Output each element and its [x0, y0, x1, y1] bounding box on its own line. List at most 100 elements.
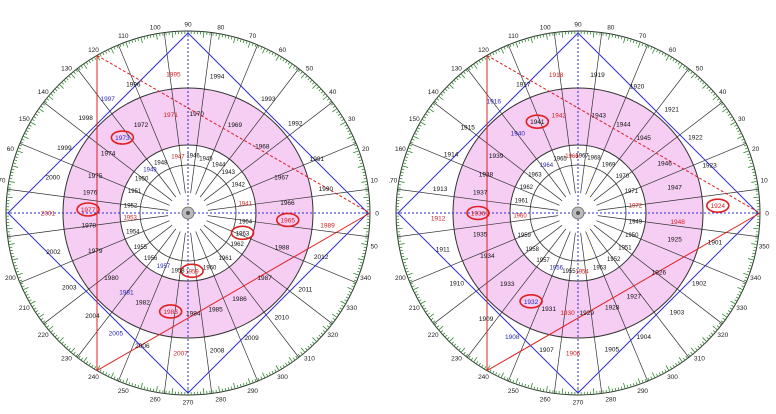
year-label: 1946: [657, 161, 672, 168]
degree-tick: [222, 34, 223, 37]
degree-tick: [754, 178, 757, 179]
degree-tick: [397, 228, 403, 229]
year-label: 1956: [144, 256, 158, 262]
year-label: 1910: [450, 281, 465, 288]
degree-tick: [222, 389, 223, 392]
degree-tick: [753, 197, 759, 198]
year-label: 1972: [134, 122, 149, 129]
year-label: 1984: [186, 310, 201, 317]
year-label: 1931: [542, 306, 557, 313]
degree-label: 200: [395, 275, 406, 282]
year-label: 1935: [473, 231, 488, 238]
year-label: 1924: [711, 203, 726, 210]
degree-label: 240: [88, 374, 99, 381]
square-of-nine-chart-2: 9010011012013014015016017020021022023024…: [386, 22, 769, 407]
degree-label: 200: [5, 275, 16, 282]
year-label: 1980: [104, 275, 119, 282]
year-label: 1907: [539, 347, 554, 354]
year-label: 1969: [228, 122, 243, 129]
chart-body: 9010011012013014015016017020021022023024…: [386, 22, 769, 407]
year-label: 1943: [222, 170, 236, 176]
year-label: 1941: [238, 201, 252, 207]
year-label: 1939: [489, 153, 504, 160]
year-label: 2012: [314, 254, 329, 261]
year-label: 1903: [670, 309, 685, 316]
degree-tick: [9, 178, 12, 179]
degree-label: 110: [508, 33, 519, 40]
degree-label: 280: [215, 397, 226, 404]
year-label: 1995: [166, 71, 181, 78]
year-label: 1913: [433, 186, 448, 193]
year-label: 1960: [203, 265, 217, 271]
year-label: 1949: [143, 168, 157, 174]
year-label: 1944: [212, 162, 226, 168]
year-label: 1911: [436, 247, 450, 254]
degree-label: 270: [183, 400, 194, 407]
year-label: 1987: [257, 275, 272, 282]
year-label: 1956: [550, 265, 564, 271]
degree-label: 30: [348, 116, 356, 123]
degree-label: 120: [478, 47, 489, 54]
degree-label: 50: [696, 66, 704, 73]
year-label: 1914: [444, 151, 459, 158]
year-label: 2006: [135, 343, 150, 350]
year-label: 1936: [471, 211, 486, 218]
degree-tick: [364, 247, 367, 248]
year-label: 1915: [460, 124, 475, 131]
degree-label: 20: [362, 146, 370, 153]
degree-tick: [9, 247, 12, 248]
degree-label: 320: [327, 332, 338, 339]
degree-label: 0: [375, 211, 379, 218]
year-label: 1990: [319, 186, 334, 193]
year-label: 1908: [505, 334, 520, 341]
year-label: 1964: [239, 220, 253, 226]
year-label: 1961: [219, 256, 233, 262]
year-label: 1973: [115, 135, 130, 142]
degree-label: 130: [61, 66, 72, 73]
year-label: 1998: [78, 115, 93, 122]
degree-label: 0: [765, 211, 769, 218]
year-label: 1917: [516, 82, 531, 89]
year-label: 1991: [310, 156, 325, 163]
year-label: 1953: [593, 265, 607, 271]
year-label: 1976: [83, 190, 98, 197]
year-label: 1983: [163, 309, 178, 316]
degree-tick: [153, 389, 154, 392]
chart-body: 9010011012013014015060702002102202302402…: [0, 22, 379, 407]
degree-label: 150: [19, 116, 30, 123]
degree-tick: [753, 228, 759, 229]
year-label: 1954: [575, 269, 589, 275]
degree-label: 60: [7, 146, 15, 153]
year-label: 1999: [57, 145, 72, 152]
year-label: 1937: [473, 190, 488, 197]
degree-label: 170: [386, 178, 397, 185]
year-label: 1934: [480, 253, 495, 260]
year-label: 1927: [627, 293, 642, 300]
year-label: 1967: [274, 175, 289, 182]
year-label: 1969: [602, 162, 616, 168]
year-label: 1943: [592, 113, 607, 120]
year-label: 1970: [189, 111, 204, 118]
year-label: 1963: [528, 173, 542, 179]
degree-tick: [543, 389, 544, 392]
year-label: 2011: [298, 287, 312, 294]
year-label: 1906: [566, 350, 581, 357]
year-label: 1968: [587, 156, 601, 162]
degree-label: 40: [329, 89, 337, 96]
year-label: 1932: [524, 299, 539, 306]
degree-label: 210: [19, 305, 30, 312]
year-label: 1962: [520, 185, 534, 191]
degree-tick: [363, 197, 369, 198]
year-label: 1977: [81, 207, 96, 214]
degree-label: 290: [637, 388, 648, 395]
degree-label: 60: [279, 47, 287, 54]
year-label: 2010: [274, 315, 289, 322]
degree-tick: [612, 389, 613, 392]
degree-label: 260: [540, 397, 551, 404]
year-label: 1922: [688, 134, 703, 141]
degree-label: 160: [395, 146, 406, 153]
year-label: 1950: [135, 177, 149, 183]
degree-label: 140: [38, 89, 49, 96]
year-label: 1948: [670, 219, 685, 226]
